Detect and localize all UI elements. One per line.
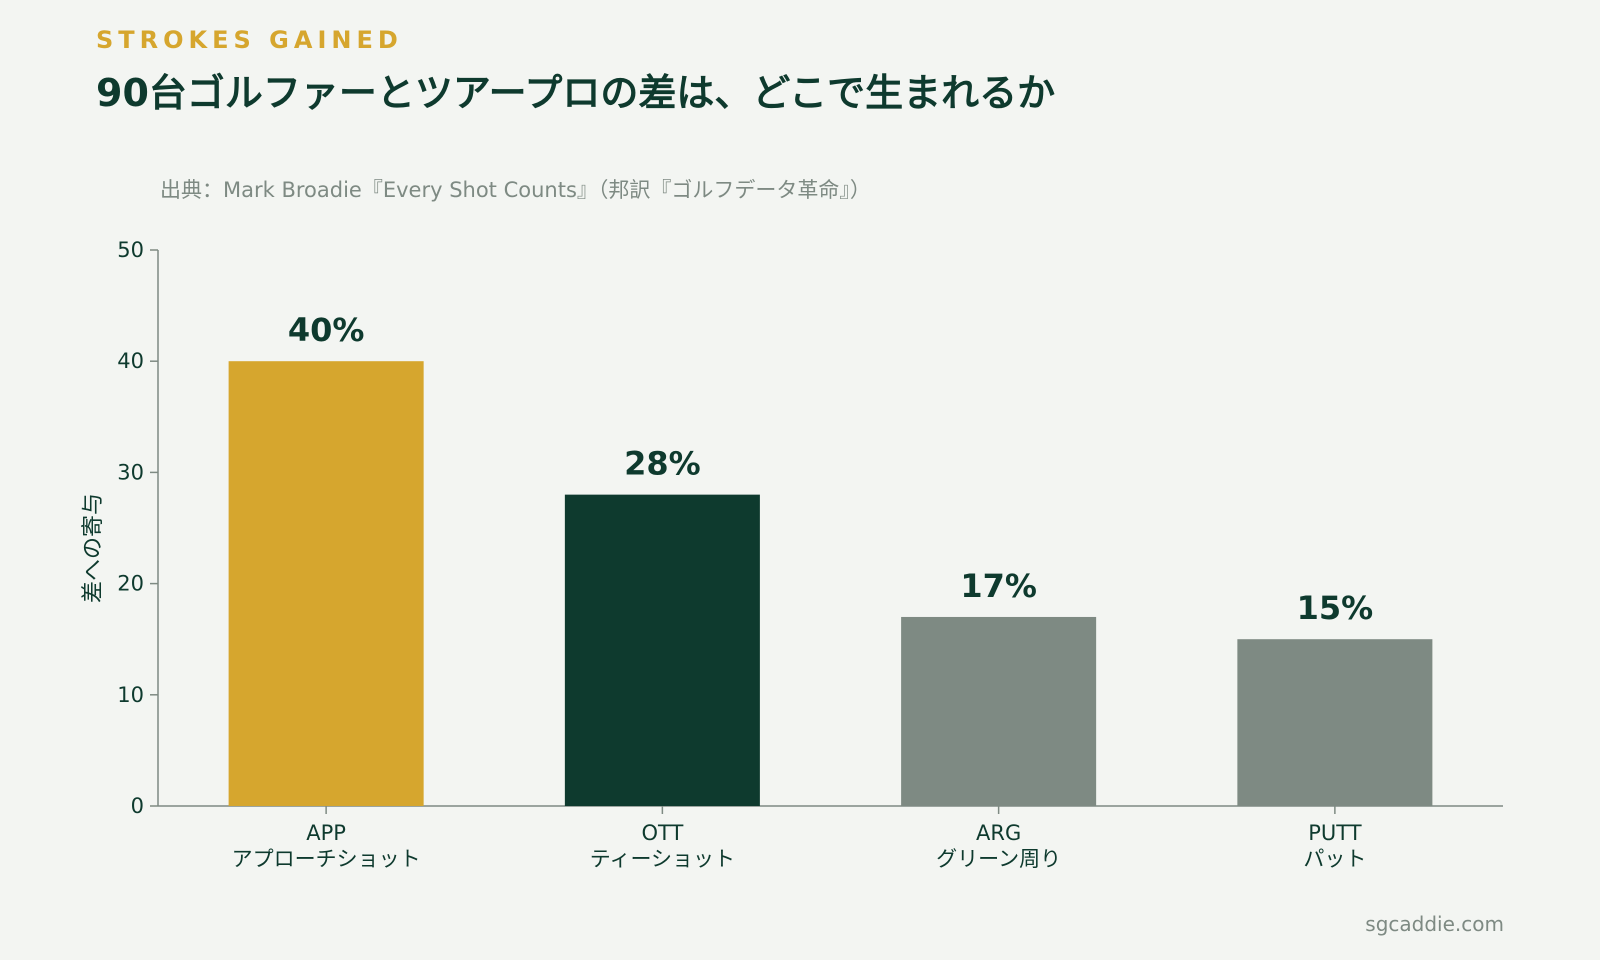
bar-app [228, 361, 424, 806]
x-tick-label-code: OTT [641, 821, 683, 845]
bar-ott [564, 494, 760, 806]
x-tick-label-code: PUTT [1308, 821, 1361, 845]
x-tick-label-name: グリーン周り [936, 847, 1061, 871]
chart-eyebrow: STROKES GAINED [96, 26, 403, 54]
x-tick-label-name: アプローチショット [232, 847, 421, 871]
x-tick-label-name: パット [1303, 847, 1366, 871]
x-tick-label-code: APP [306, 821, 346, 845]
bar-arg [901, 616, 1097, 806]
value-label-app: 40% [288, 311, 365, 349]
value-label-arg: 17% [960, 567, 1037, 605]
y-tick-label: 40 [117, 349, 144, 373]
y-tick-label: 50 [117, 238, 144, 262]
chart-source: 出典：Mark Broadie『Every Shot Counts』（邦訳『ゴル… [160, 178, 871, 202]
x-tick-label-code: ARG [976, 821, 1021, 845]
y-tick-label: 20 [117, 572, 144, 596]
y-axis-label: 差への寄与 [81, 493, 106, 603]
x-tick-label-name: ティーショット [590, 847, 735, 871]
bar-putt [1237, 639, 1433, 806]
value-label-putt: 15% [1297, 589, 1374, 627]
site-credit: sgcaddie.com [1365, 912, 1504, 936]
y-tick-label: 0 [131, 794, 144, 818]
value-label-ott: 28% [624, 445, 701, 483]
y-tick-label: 30 [117, 460, 144, 484]
y-tick-label: 10 [117, 683, 144, 707]
chart-title: 90台ゴルファーとツアープロの差は、どこで生まれるか [96, 71, 1056, 115]
